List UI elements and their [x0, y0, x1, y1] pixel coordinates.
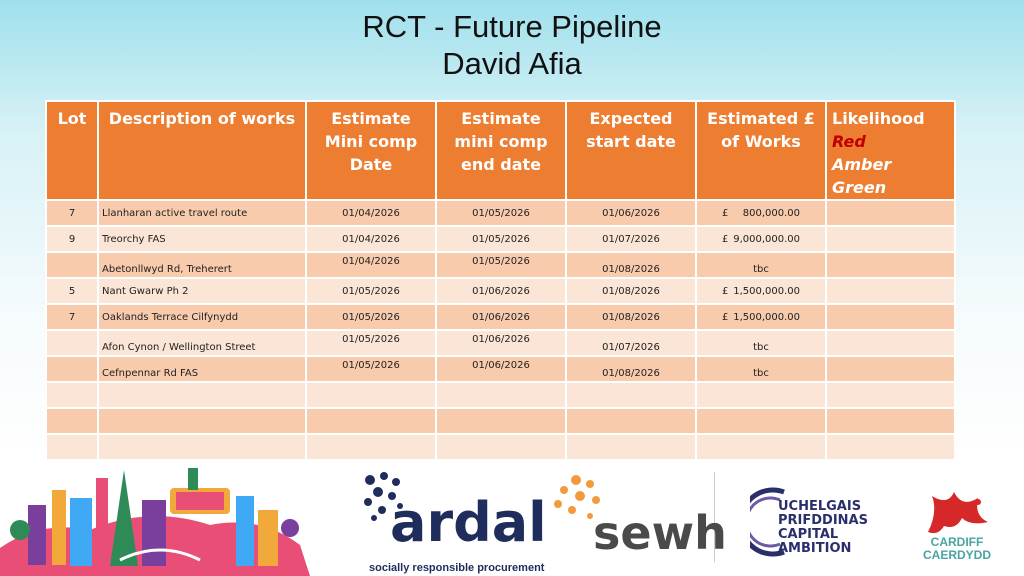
value-amount: 1,500,000.00 — [733, 311, 800, 323]
cell-mini-comp-end: 01/06/2026 — [435, 277, 567, 305]
cell-lot — [45, 355, 99, 383]
header-likelihood: Likelihood Red Amber Green — [825, 100, 956, 201]
cell-value: tbc — [695, 355, 827, 383]
ardal-logo-dots — [364, 472, 403, 521]
header-mini-comp-date: Estimate Mini comp Date — [305, 100, 437, 201]
cell-likelihood — [825, 277, 956, 305]
cell-mini-comp-end: 01/06/2026 — [435, 329, 567, 357]
likelihood-green: Green — [832, 178, 887, 197]
cell-mini-comp-date: 01/04/2026 — [305, 251, 437, 279]
cell-mini-comp-date: 01/05/2026 — [305, 303, 437, 331]
pipeline-table: Lot Description of works Estimate Mini c… — [45, 100, 956, 461]
likelihood-label: Likelihood — [832, 109, 925, 128]
table-row: 7 Oaklands Terrace Cilfynydd 01/05/2026 … — [45, 303, 956, 331]
cell-lot — [45, 329, 99, 357]
cell-mini-comp-date: 01/05/2026 — [305, 329, 437, 357]
cell-description: Abetonllwyd Rd, Treherert — [97, 251, 307, 279]
cell-lot: 9 — [45, 225, 99, 253]
cell-mini-comp-end: 01/06/2026 — [435, 355, 567, 383]
cell-value: £9,000,000.00 — [695, 225, 827, 253]
table-row: 7 Llanharan active travel route 01/04/20… — [45, 199, 956, 227]
ucc-line-1: UCHELGAIS — [778, 499, 862, 514]
header-start-date: Expected start date — [565, 100, 697, 201]
cell-mini-comp-end: 01/05/2026 — [435, 251, 567, 279]
ucc-line-2: PRIFDDINAS — [778, 513, 868, 528]
cell-value: tbc — [695, 329, 827, 357]
cardiff-logo-text: CARDIFF CAERDYDD — [912, 536, 1002, 562]
cell-mini-comp-date: 01/05/2026 — [305, 277, 437, 305]
cell-mini-comp-date: 01/04/2026 — [305, 199, 437, 227]
cell-likelihood — [825, 355, 956, 383]
title-line-2: David Afia — [442, 46, 582, 81]
table-row: Abetonllwyd Rd, Treherert 01/04/2026 01/… — [45, 251, 956, 279]
table-row — [45, 433, 956, 461]
cell-likelihood — [825, 225, 956, 253]
header-mini-comp-end: Estimate mini comp end date — [435, 100, 567, 201]
capital-ambition-logo-arc — [750, 487, 785, 557]
table-row: 5 Nant Gwarw Ph 2 01/05/2026 01/06/2026 … — [45, 277, 956, 305]
slide-title: RCT - Future Pipeline David Afia — [0, 8, 1024, 82]
value-amount: 1,500,000.00 — [733, 285, 800, 297]
table-header-row: Lot Description of works Estimate Mini c… — [45, 100, 956, 201]
cell-start-date: 01/08/2026 — [565, 303, 697, 331]
cell-start-date: 01/08/2026 — [565, 355, 697, 383]
cell-start-date: 01/07/2026 — [565, 329, 697, 357]
cell-description: Llanharan active travel route — [97, 199, 307, 227]
cardiff-dragon-icon — [928, 492, 988, 534]
table-row: 9 Treorchy FAS 01/04/2026 01/05/2026 01/… — [45, 225, 956, 253]
table-row: Afon Cynon / Wellington Street 01/05/202… — [45, 329, 956, 357]
cell-value: £1,500,000.00 — [695, 303, 827, 331]
cell-description: Oaklands Terrace Cilfynydd — [97, 303, 307, 331]
cell-value: tbc — [695, 251, 827, 279]
table-row — [45, 407, 956, 435]
cell-mini-comp-end: 01/06/2026 — [435, 303, 567, 331]
cell-value: £800,000.00 — [695, 199, 827, 227]
cell-likelihood — [825, 251, 956, 279]
table-row: Cefnpennar Rd FAS 01/05/2026 01/06/2026 … — [45, 355, 956, 383]
cell-description: Nant Gwarw Ph 2 — [97, 277, 307, 305]
cell-mini-comp-end: 01/05/2026 — [435, 199, 567, 227]
ucc-line-3: CAPITAL — [778, 527, 839, 542]
cell-description: Treorchy FAS — [97, 225, 307, 253]
cell-start-date: 01/08/2026 — [565, 277, 697, 305]
cell-lot — [45, 251, 99, 279]
value-amount: 800,000.00 — [742, 207, 800, 219]
sewh-logo-dots — [554, 475, 600, 519]
cell-mini-comp-date: 01/04/2026 — [305, 225, 437, 253]
likelihood-amber: Amber — [832, 155, 892, 174]
ucc-line-4: AMBITION — [778, 541, 852, 556]
cardiff-line-1: CARDIFF — [930, 535, 984, 549]
cell-likelihood — [825, 329, 956, 357]
cell-likelihood — [825, 303, 956, 331]
cell-mini-comp-end: 01/05/2026 — [435, 225, 567, 253]
sewh-logo — [548, 472, 715, 562]
city-skyline-illustration — [0, 468, 310, 576]
cell-lot: 7 — [45, 303, 99, 331]
cell-description: Afon Cynon / Wellington Street — [97, 329, 307, 357]
cardiff-line-2: CAERDYDD — [922, 548, 991, 562]
cell-value: £1,500,000.00 — [695, 277, 827, 305]
cell-start-date: 01/06/2026 — [565, 199, 697, 227]
title-line-1: RCT - Future Pipeline — [362, 9, 662, 44]
currency-symbol: £ — [722, 233, 729, 245]
currency-symbol: £ — [722, 311, 729, 323]
cell-mini-comp-date: 01/05/2026 — [305, 355, 437, 383]
header-lot: Lot — [45, 100, 99, 201]
cell-start-date: 01/08/2026 — [565, 251, 697, 279]
sewh-logo-text: sewh — [593, 506, 727, 560]
value-amount: 9,000,000.00 — [733, 233, 800, 245]
cell-description: Cefnpennar Rd FAS — [97, 355, 307, 383]
likelihood-red: Red — [832, 132, 866, 151]
ardal-tagline: socially responsible procurement — [369, 562, 545, 574]
cell-lot: 5 — [45, 277, 99, 305]
header-value: Estimated £ of Works — [695, 100, 827, 201]
ardal-logo-text: ardal — [390, 491, 547, 554]
header-description: Description of works — [97, 100, 307, 201]
cell-start-date: 01/07/2026 — [565, 225, 697, 253]
cell-lot: 7 — [45, 199, 99, 227]
cell-likelihood — [825, 199, 956, 227]
table-row — [45, 381, 956, 409]
currency-symbol: £ — [722, 285, 729, 297]
currency-symbol: £ — [722, 207, 729, 219]
